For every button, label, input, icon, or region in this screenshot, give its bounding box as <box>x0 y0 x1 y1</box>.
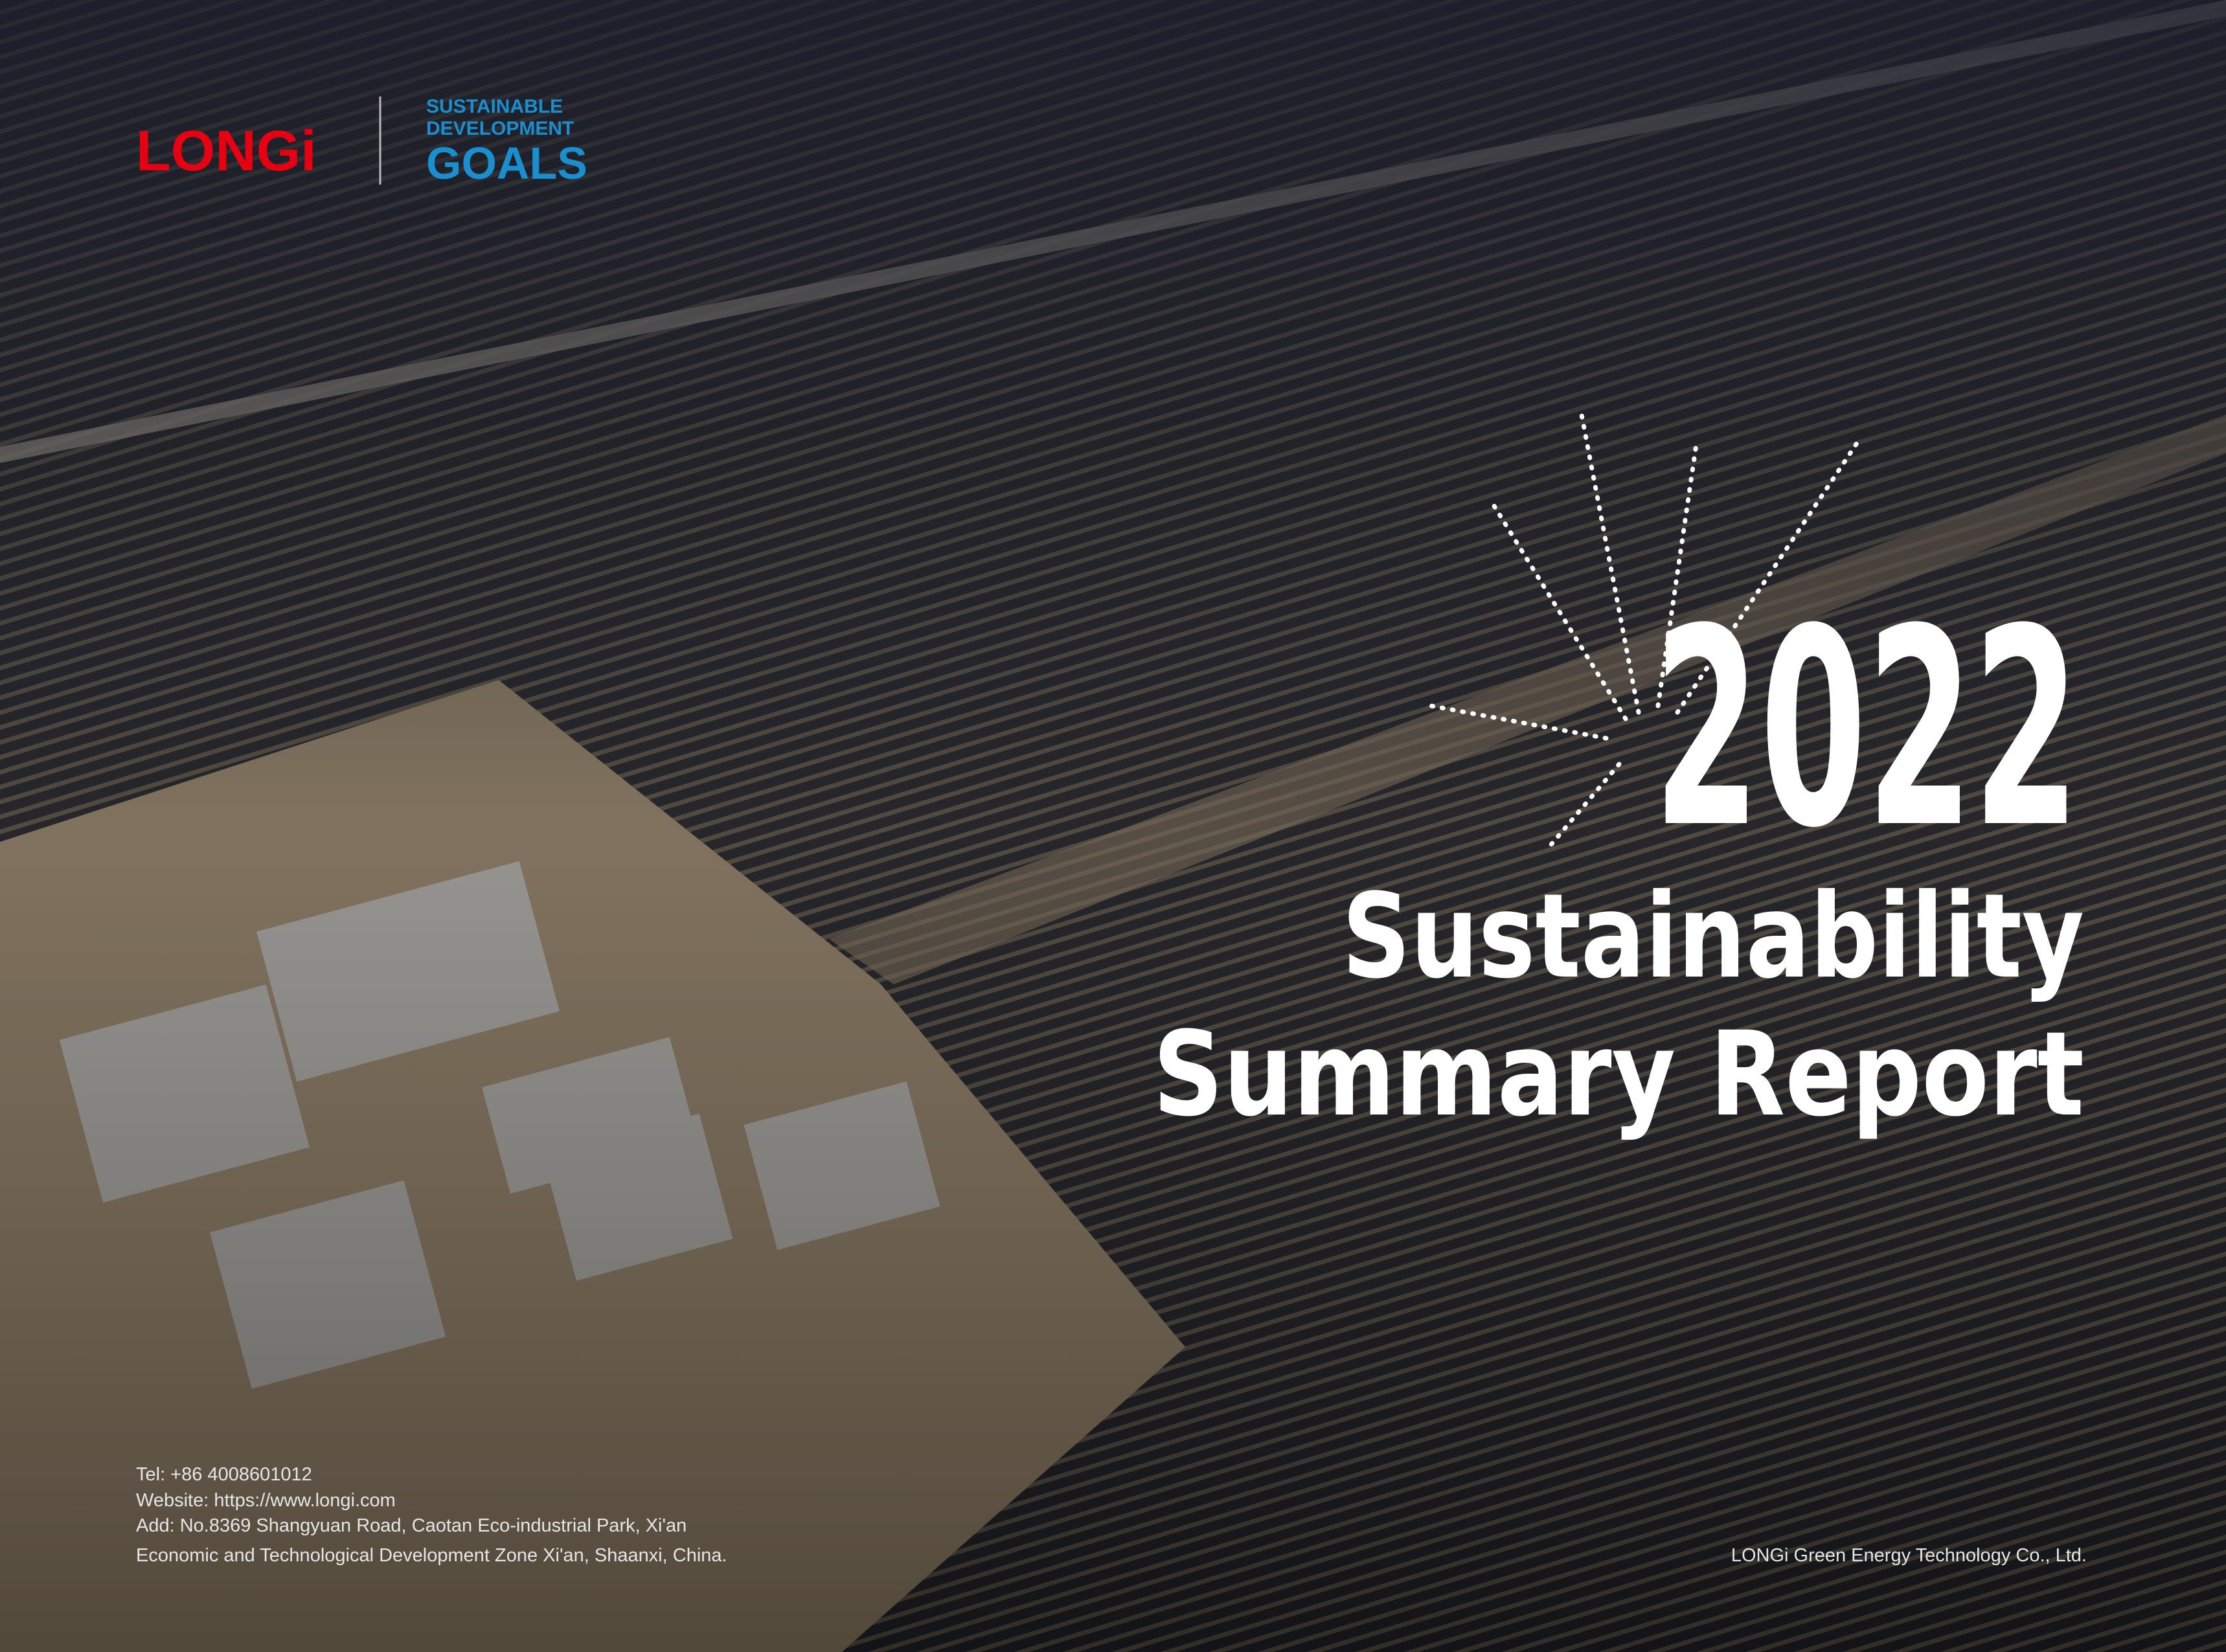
sdg-text: SUSTAINABLE <box>426 96 563 117</box>
sdg-text: GOALS <box>426 138 587 188</box>
contact-line: Website: https://www.longi.com <box>136 1490 396 1511</box>
company-name: LONGi Green Energy Technology Co., Ltd. <box>1731 1545 2087 1566</box>
sdg-text: DEVELOPMENT <box>426 118 574 139</box>
contact-line: Tel: +86 4008601012 <box>136 1464 312 1485</box>
year: 2022 <box>1653 571 2080 888</box>
title-line: Sustainability <box>1342 869 2084 1004</box>
contact-line: Economic and Technological Development Z… <box>136 1545 727 1566</box>
brand-logo: LONGi <box>136 119 317 183</box>
dotted-rays <box>1429 405 1861 851</box>
title-line: Summary Report <box>1153 1007 2084 1142</box>
contact-line: Add: No.8369 Shangyuan Road, Caotan Eco-… <box>136 1515 687 1536</box>
